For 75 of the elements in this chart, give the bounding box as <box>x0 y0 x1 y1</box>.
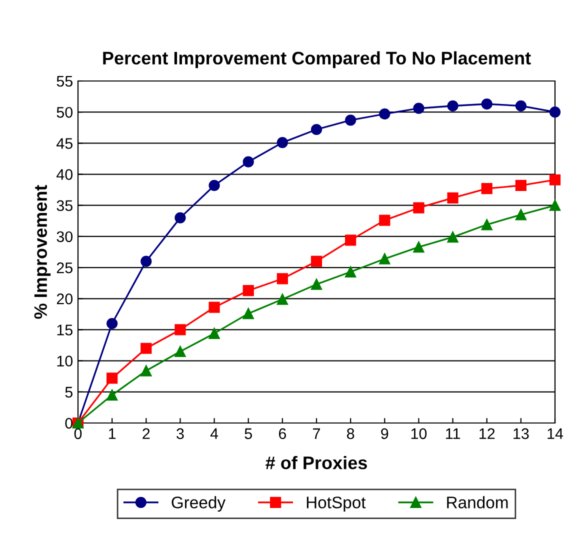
x-tick-label: 2 <box>142 428 150 439</box>
point <box>242 308 254 320</box>
point <box>310 124 322 136</box>
point <box>276 137 288 148</box>
y-tick-label: 15 <box>57 324 72 336</box>
x-tick-label: 8 <box>346 428 354 440</box>
x-tick-label: 9 <box>381 428 388 440</box>
point <box>208 180 220 192</box>
x-tick-label: 1 <box>108 428 116 439</box>
point <box>515 180 526 192</box>
x-tick-label: 6 <box>278 428 286 440</box>
point <box>345 234 356 246</box>
point <box>413 102 424 114</box>
point <box>174 324 186 336</box>
point <box>447 232 458 243</box>
point <box>140 342 152 354</box>
point <box>413 202 424 214</box>
point <box>140 365 152 376</box>
point <box>310 256 322 267</box>
y-tick-label: 45 <box>56 138 72 149</box>
x-tick-label: 12 <box>480 428 495 439</box>
point <box>549 200 561 211</box>
point <box>481 98 492 110</box>
point <box>140 256 152 267</box>
point <box>345 266 356 278</box>
x-tick-label: 0 <box>74 428 82 440</box>
y-tick-label: 25 <box>56 262 72 274</box>
legend-label: HotSpot <box>306 496 366 512</box>
x-axis-title: # of Proxies <box>266 456 367 470</box>
point <box>549 106 561 118</box>
y-tick-label: 35 <box>56 200 72 212</box>
x-tick-label: 3 <box>176 428 184 440</box>
y-axis-title: % Improvement <box>34 184 51 319</box>
x-tick-label: 10 <box>411 428 427 440</box>
point <box>106 389 118 401</box>
point <box>515 209 526 220</box>
point <box>242 156 254 168</box>
x-tick-label: 11 <box>446 428 460 439</box>
point <box>447 100 458 112</box>
legend-label: Random <box>447 496 508 508</box>
point <box>174 212 186 224</box>
y-tick-label: 20 <box>56 294 73 304</box>
x-tick-label: 13 <box>514 428 529 440</box>
point <box>549 174 561 186</box>
point <box>242 284 254 296</box>
point <box>345 114 356 126</box>
point <box>276 273 288 284</box>
point <box>106 372 118 384</box>
y-tick-label: 55 <box>56 76 72 87</box>
point <box>447 192 458 204</box>
x-tick-label: 5 <box>244 428 252 440</box>
point <box>208 302 220 313</box>
legend-label: Greedy <box>172 496 226 512</box>
y-tick-label: 0 <box>65 418 73 429</box>
point <box>106 318 118 330</box>
point <box>481 183 492 194</box>
chart-title: Percent Improvement Compared To No Placement <box>103 51 531 68</box>
y-tick-label: 5 <box>65 386 72 398</box>
point <box>276 294 288 305</box>
point <box>379 214 390 226</box>
point <box>310 278 322 290</box>
point <box>515 100 526 112</box>
x-tick-label: 4 <box>210 428 218 439</box>
point <box>379 108 390 120</box>
x-tick-label: 7 <box>313 428 320 439</box>
x-tick-label: 14 <box>548 428 564 439</box>
y-tick-label: 10 <box>57 356 73 367</box>
point <box>413 241 424 253</box>
point <box>208 328 220 340</box>
y-tick-label: 30 <box>56 231 73 242</box>
point <box>174 346 186 358</box>
y-tick-label: 40 <box>56 169 73 180</box>
point <box>481 219 492 230</box>
point <box>379 253 390 264</box>
y-tick-label: 50 <box>56 106 73 118</box>
